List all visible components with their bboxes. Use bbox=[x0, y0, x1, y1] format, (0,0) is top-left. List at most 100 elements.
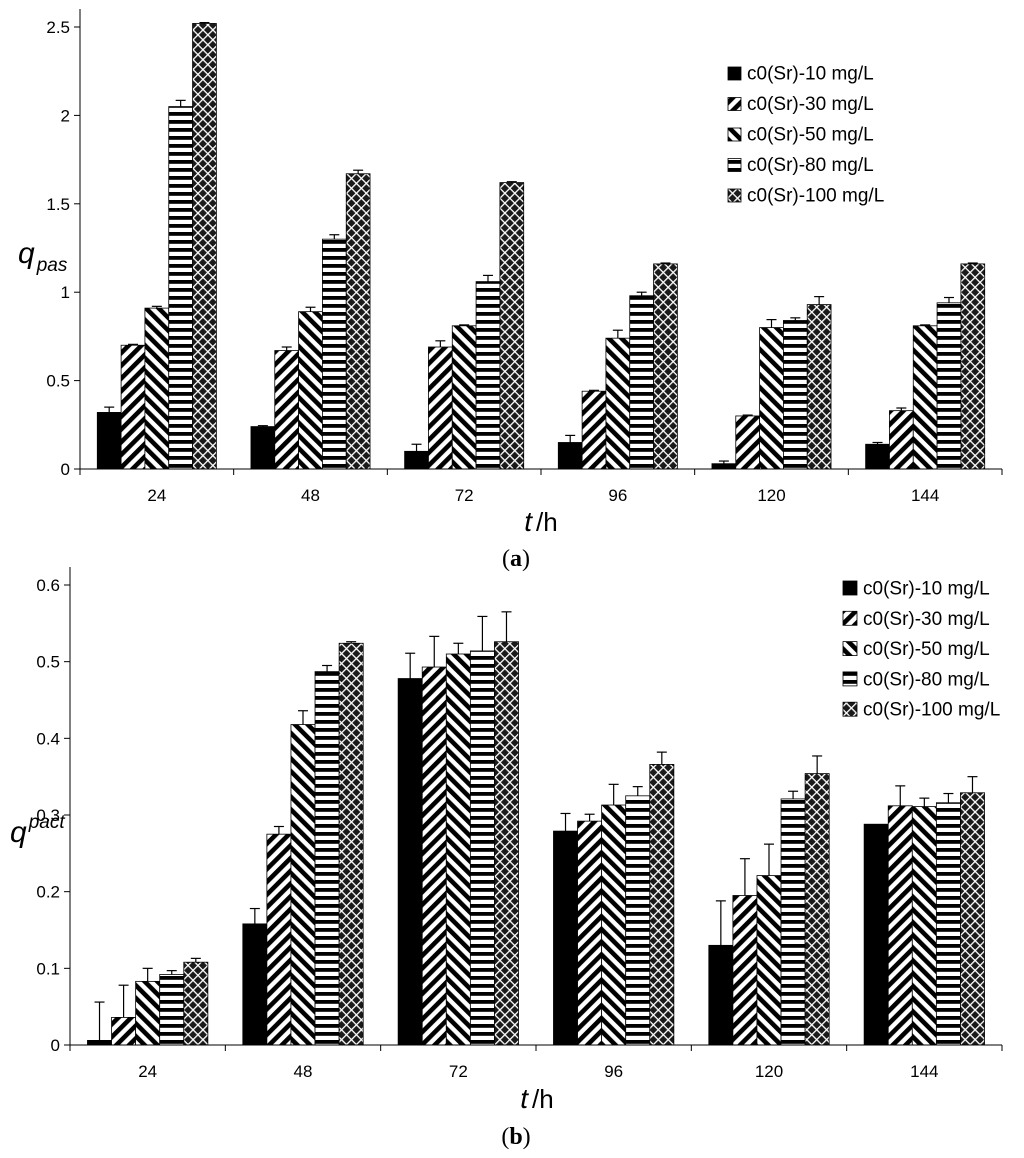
x-tick-label-b-48: 48 bbox=[294, 1062, 313, 1081]
legend-swatch-a-2 bbox=[727, 97, 742, 111]
bar-a-96-s1 bbox=[557, 442, 583, 470]
y-tick-label-a-4: 2 bbox=[61, 106, 70, 125]
legend-label-a-3: c0(Sr)-50 mg/L bbox=[747, 125, 874, 146]
y-tick-label-b-5: 0.5 bbox=[36, 653, 60, 672]
bar-a-72-s3 bbox=[451, 325, 477, 470]
legend-swatch-a-1 bbox=[727, 66, 742, 81]
legend-a: c0(Sr)-10 mg/L c0(Sr)-30 mg/L c0(Sr)-50 mg… bbox=[727, 64, 884, 207]
x-axis-label-unit-b: /h bbox=[532, 1084, 554, 1114]
legend-label-a-1: c0(Sr)-10 mg/L bbox=[747, 64, 874, 85]
legend-label-b-1: c0(Sr)-10 mg/L bbox=[863, 579, 990, 600]
bar-b-120-s5 bbox=[804, 773, 830, 1046]
bar-b-96-s5 bbox=[649, 764, 675, 1046]
bar-b-48-s5 bbox=[338, 642, 364, 1046]
legend-label-a-2: c0(Sr)-30 mg/L bbox=[747, 94, 874, 115]
bar-b-96-s3 bbox=[601, 804, 627, 1046]
bar-b-96-s2 bbox=[577, 820, 603, 1046]
panel-label-open-a: ( bbox=[502, 546, 510, 572]
bar-a-48-s3 bbox=[298, 311, 323, 470]
x-tick-label-b-24: 24 bbox=[138, 1062, 157, 1081]
bar-b-144-s3 bbox=[911, 806, 937, 1046]
bar-a-72-s4 bbox=[475, 281, 501, 470]
bar-a-48-s1 bbox=[250, 426, 276, 470]
bar-a-72-s1 bbox=[404, 450, 429, 470]
legend-b: c0(Sr)-10 mg/L c0(Sr)-30 mg/L c0(Sr)-50 mg… bbox=[842, 579, 1000, 721]
bar-b-72-s1 bbox=[397, 678, 423, 1046]
bar-b-144-s5 bbox=[960, 792, 985, 1046]
y-tick-label-b-3: 0.3 bbox=[36, 806, 60, 825]
bar-b-144-s1 bbox=[863, 823, 889, 1046]
x-tick-label-a-96: 96 bbox=[608, 486, 627, 505]
bars-group-a bbox=[96, 21, 986, 470]
y-tick-label-a-5: 2.5 bbox=[46, 18, 70, 37]
bar-b-120-s2 bbox=[732, 895, 758, 1046]
y-tick-label-b-4: 0.4 bbox=[36, 729, 60, 748]
bar-b-24-s2 bbox=[111, 1017, 137, 1046]
bar-a-24-s4 bbox=[168, 106, 193, 470]
bar-a-96-s3 bbox=[605, 337, 631, 470]
x-axis-label-b: t/h bbox=[520, 1083, 553, 1114]
panel-label-letter-a: a bbox=[510, 546, 522, 572]
panel-label-b: (b) bbox=[501, 1124, 530, 1150]
bar-a-96-s2 bbox=[581, 390, 607, 470]
legend-swatch-b-1 bbox=[842, 580, 858, 596]
bar-a-120-s2 bbox=[735, 415, 760, 470]
bar-b-120-s4 bbox=[780, 798, 806, 1046]
bar-a-24-s1 bbox=[96, 412, 122, 470]
legend-label-b-4: c0(Sr)-80 mg/L bbox=[863, 669, 990, 690]
chart-panel-a: 0 0.5 1 1.5 2 2.5 24 48 72 96 120 144 c0(Sr)-10 mg/… bbox=[18, 9, 1003, 572]
bar-b-24-s1 bbox=[87, 1040, 112, 1046]
bar-a-24-s2 bbox=[120, 344, 146, 470]
x-tick-label-a-48: 48 bbox=[301, 486, 320, 505]
y-axis-label-main-a: q bbox=[18, 237, 35, 270]
bar-a-144-s5 bbox=[960, 263, 986, 470]
bar-a-144-s1 bbox=[865, 443, 890, 470]
legend-swatch-b-5 bbox=[842, 701, 858, 717]
x-tick-label-a-72: 72 bbox=[455, 486, 474, 505]
y-tick-label-b-2: 0.2 bbox=[36, 883, 60, 902]
x-axis-label-main-b: t bbox=[520, 1083, 529, 1114]
x-tick-label-a-120: 120 bbox=[757, 486, 785, 505]
bar-b-72-s5 bbox=[494, 641, 519, 1046]
y-axis-label-main-b: q bbox=[10, 816, 27, 849]
bar-a-48-s5 bbox=[345, 173, 371, 470]
x-tick-label-a-144: 144 bbox=[911, 486, 939, 505]
x-tick-label-a-24: 24 bbox=[147, 486, 166, 505]
bar-a-72-s2 bbox=[428, 346, 453, 470]
bar-b-24-s5 bbox=[183, 961, 209, 1046]
y-axis-label-sub-a: pas bbox=[36, 255, 68, 276]
bars-group-b bbox=[87, 611, 985, 1046]
y-axis-label-a: q pas bbox=[18, 237, 68, 276]
x-axis-label-unit-a: /h bbox=[536, 507, 558, 537]
y-tick-label-a-3: 1.5 bbox=[46, 195, 70, 214]
bar-a-144-s4 bbox=[936, 302, 962, 470]
bar-a-120-s4 bbox=[783, 320, 808, 470]
panel-label-open-b: ( bbox=[501, 1124, 509, 1150]
legend-swatch-a-5 bbox=[727, 188, 742, 203]
legend-swatch-a-4 bbox=[727, 158, 742, 172]
bar-b-24-s4 bbox=[159, 974, 185, 1046]
legend-swatch-b-3 bbox=[842, 641, 858, 656]
bar-b-72-s2 bbox=[421, 666, 447, 1046]
panel-label-close-a: ) bbox=[522, 546, 530, 572]
bar-b-96-s1 bbox=[553, 830, 578, 1046]
bar-a-96-s5 bbox=[653, 263, 678, 470]
bar-b-48-s2 bbox=[266, 833, 292, 1046]
chart-panel-b: 0 0.1 0.2 0.3 0.4 0.5 0.6 24 48 72 96 120 144 c0(Sr)… bbox=[10, 567, 1003, 1150]
y-tick-label-b-0: 0 bbox=[51, 1036, 60, 1055]
legend-label-b-2: c0(Sr)-30 mg/L bbox=[863, 609, 990, 630]
bar-b-24-s3 bbox=[135, 980, 161, 1046]
bar-a-120-s5 bbox=[806, 304, 832, 470]
legend-swatch-b-4 bbox=[842, 671, 858, 687]
x-axis-label-main-a: t bbox=[524, 506, 533, 537]
y-tick-label-b-6: 0.6 bbox=[36, 576, 60, 595]
legend-swatch-a-3 bbox=[727, 127, 742, 142]
axes-a: 0 0.5 1 1.5 2 2.5 24 48 72 96 120 144 bbox=[46, 9, 1003, 505]
x-tick-label-b-144: 144 bbox=[910, 1062, 938, 1081]
y-tick-label-b-1: 0.1 bbox=[36, 959, 60, 978]
legend-swatch-b-2 bbox=[842, 610, 858, 626]
panel-label-close-b: ) bbox=[523, 1124, 531, 1150]
legend-label-b-3: c0(Sr)-50 mg/L bbox=[863, 639, 990, 660]
bar-a-48-s2 bbox=[274, 350, 299, 470]
